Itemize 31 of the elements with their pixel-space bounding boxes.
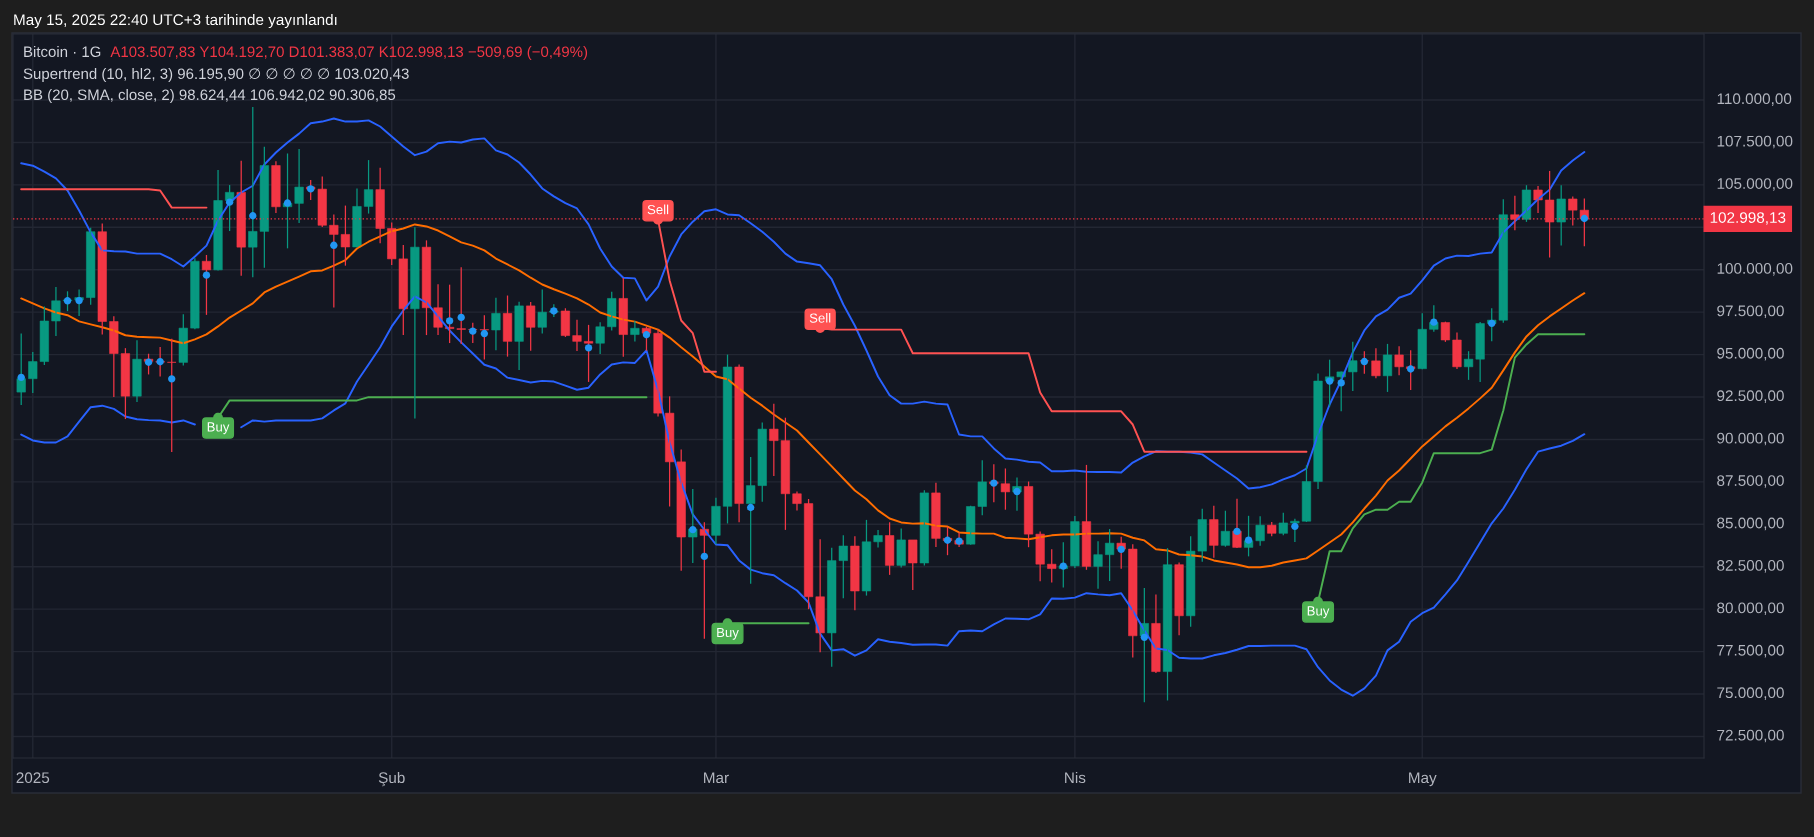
y-tick-label: 92.500,00 (1717, 390, 1784, 403)
text: Bitcoin · 1G (24, 46, 101, 58)
y-tick-label: 107.500,00 (1717, 135, 1793, 149)
y-tick-label: 105.000,00 (1717, 178, 1793, 191)
x-tick-label: Mar (704, 772, 729, 784)
annotation: Sell (647, 204, 669, 215)
y-tick-label: 82.500,00 (1717, 560, 1784, 573)
text: A103.507,83 Y104.192,70 D101.383,07 K102.998,13 −509,69 (−0,49%) (110, 46, 588, 60)
text: May 15, 2025 22:40 UTC+3 tarihinde yayınlandı (14, 13, 337, 29)
annotation: Buy (207, 422, 230, 435)
x-tick-label: 2025 (16, 772, 50, 784)
annotation: Buy (1307, 606, 1330, 619)
y-tick-label: 75.000,00 (1717, 687, 1784, 700)
x-tick-label: May (1409, 772, 1437, 787)
y-tick-label: 97.500,00 (1717, 305, 1784, 319)
y-tick-label: 90.000,00 (1717, 432, 1784, 446)
annotation: Sell (809, 313, 831, 323)
annotation: Supertrend (10, hl2, 3) 96.195,90 ∅ ∅ ∅ ∅ ∅ 103.020,43 (23, 68, 409, 82)
y-tick-label: 110.000,00 (1717, 93, 1792, 106)
y-tick-label: 77.500,00 (1717, 644, 1784, 658)
y-tick-label: 87.500,00 (1717, 475, 1784, 488)
annotation: Buy (717, 627, 739, 640)
y-tick-label: 85.000,00 (1717, 517, 1784, 531)
y-tick-label: 95.000,00 (1717, 347, 1784, 361)
x-tick-label: Şub (378, 771, 405, 787)
x-tick-label: Nis (1065, 771, 1086, 784)
y-tick-label: 100.000,00 (1717, 263, 1793, 276)
y-tick-label: 72.500,00 (1717, 729, 1784, 743)
annotation: BB (20, SMA, close, 2) 98.624,44 106.942,02 90.306,85 (24, 89, 396, 103)
ref-line-label: 102.998,13 (1710, 212, 1786, 225)
y-tick-label: 80.000,00 (1717, 602, 1784, 616)
